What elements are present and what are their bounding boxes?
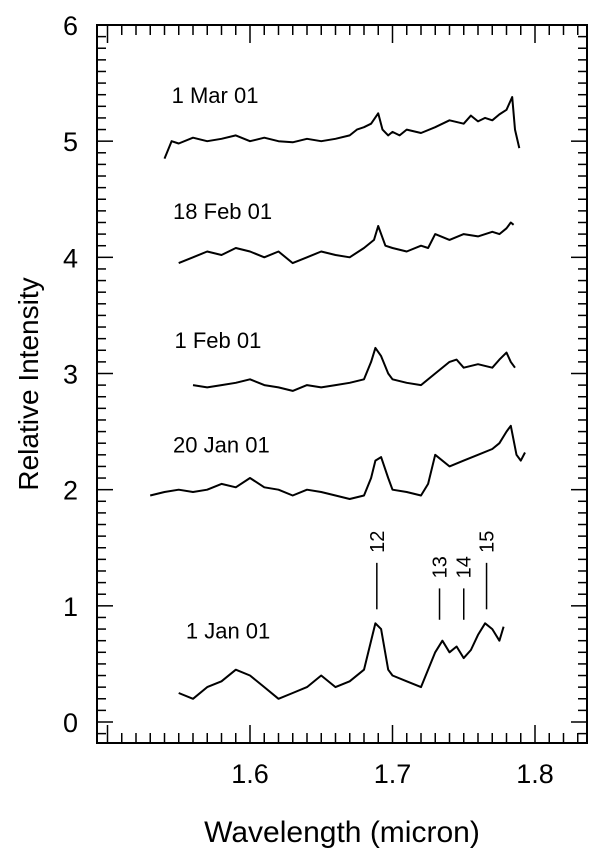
series-line-2 [192, 346, 516, 392]
series-label: 1 Jan 01 [186, 618, 270, 643]
marker-label: 14 [454, 556, 476, 578]
series-lines [149, 96, 526, 700]
y-tick-label: 3 [63, 360, 78, 390]
marker-label: 12 [367, 531, 389, 553]
series-label: 18 Feb 01 [173, 199, 272, 224]
x-axis-label: Wavelength (micron) [204, 816, 480, 849]
series-annotations: 1 Mar 01 18 Feb 01 1 Feb 01 20 Jan 01 1 Jan … [172, 83, 273, 644]
y-tick-label: 1 [63, 592, 78, 622]
x-tick-label: 1.7 [374, 759, 412, 789]
axis-ticks [97, 24, 587, 743]
y-axis-label: Relative Intensity [13, 277, 44, 490]
series-line-1 [178, 221, 515, 265]
series-label: 1 Mar 01 [172, 83, 259, 108]
y-tick-label: 0 [63, 708, 78, 738]
x-tick-label: 1.8 [516, 759, 554, 789]
y-tick-label: 6 [63, 11, 78, 41]
series-line-4 [178, 622, 505, 700]
y-tick-label: 4 [63, 243, 78, 273]
series-line-3 [149, 424, 526, 500]
y-tick-label: 5 [63, 127, 78, 157]
y-tick-label: 2 [63, 476, 78, 506]
plot-frame [96, 24, 588, 744]
series-label: 1 Feb 01 [174, 328, 261, 353]
series-line-0 [163, 96, 521, 159]
x-tick-label: 1.6 [231, 759, 269, 789]
marker-label: 13 [430, 556, 452, 578]
series-label: 20 Jan 01 [173, 432, 270, 457]
marker-label: 15 [477, 531, 499, 553]
